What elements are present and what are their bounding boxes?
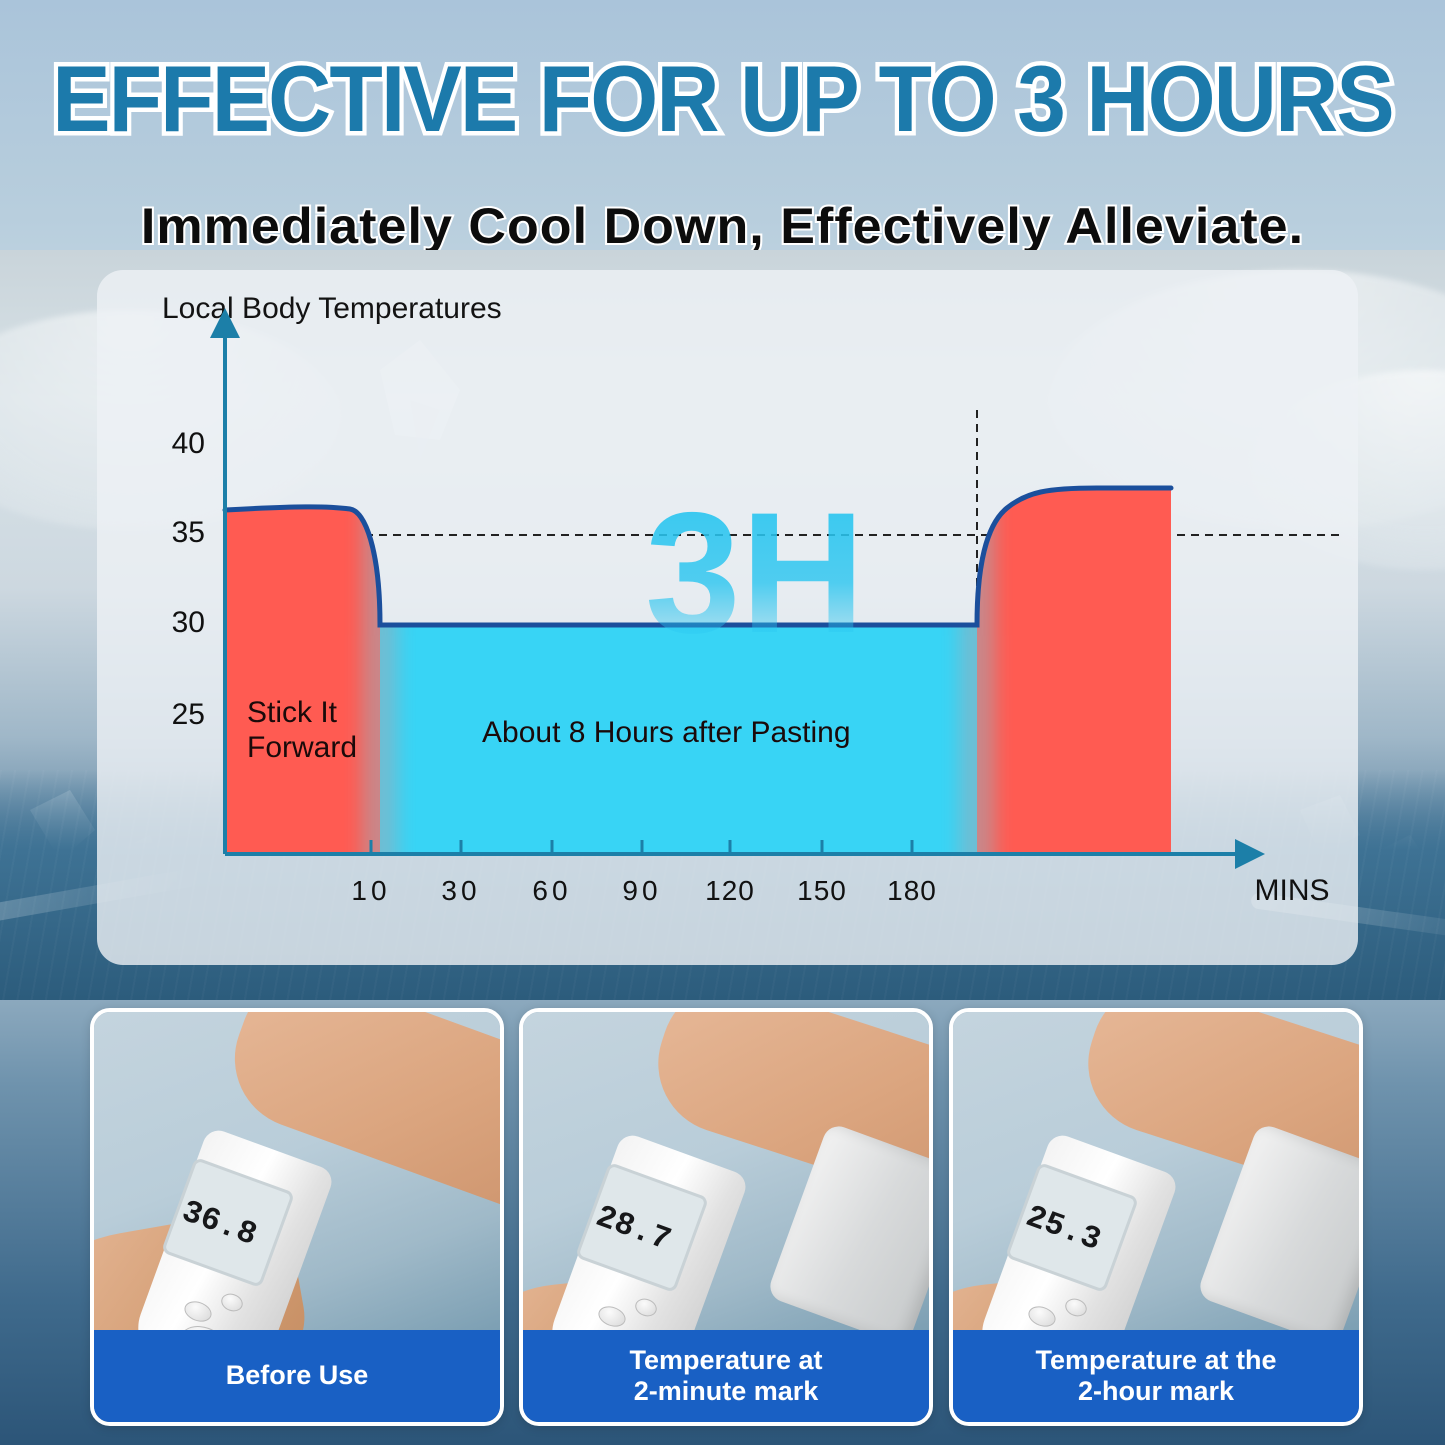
svg-text:40: 40 xyxy=(172,427,205,460)
svg-text:120: 120 xyxy=(705,875,755,906)
svg-text:30: 30 xyxy=(441,875,480,906)
svg-text:MINS: MINS xyxy=(1255,874,1330,907)
svg-text:Stick It: Stick It xyxy=(247,696,338,729)
svg-text:Forward: Forward xyxy=(247,731,357,764)
svg-text:About 8 Hours after Pasting: About 8 Hours after Pasting xyxy=(482,716,851,749)
svg-text:10: 10 xyxy=(351,875,390,906)
svg-text:180: 180 xyxy=(887,875,937,906)
svg-text:3H: 3H xyxy=(645,477,865,669)
svg-text:90: 90 xyxy=(622,875,661,906)
svg-text:25: 25 xyxy=(172,698,205,731)
svg-text:35: 35 xyxy=(172,516,205,549)
svg-text:60: 60 xyxy=(532,875,571,906)
svg-text:150: 150 xyxy=(797,875,847,906)
svg-text:30: 30 xyxy=(172,606,205,639)
